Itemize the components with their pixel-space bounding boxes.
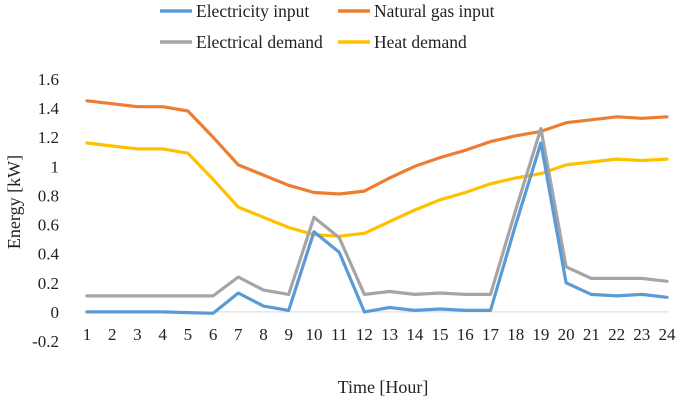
- x-tick-label: 19: [532, 325, 549, 344]
- legend-label: Heat demand: [374, 32, 467, 52]
- x-tick-label: 5: [184, 325, 193, 344]
- x-tick-label: 11: [331, 325, 347, 344]
- x-tick-label: 12: [356, 325, 373, 344]
- series-line-heat-demand: [85, 141, 669, 238]
- x-tick-label: 16: [457, 325, 474, 344]
- y-tick-label: 0.6: [38, 216, 59, 235]
- x-tick-label: 1: [83, 325, 92, 344]
- y-tick-label: 1.6: [38, 70, 59, 89]
- x-tick-label: 9: [284, 325, 293, 344]
- x-tick-label: 15: [432, 325, 449, 344]
- y-tick-label: 0: [51, 303, 60, 322]
- x-tick-label: 6: [209, 325, 218, 344]
- legend-item: Electrical demand: [160, 32, 323, 52]
- x-axis-tick-labels: 1 2 3 4 5 6 7 8 9 10 11 12 13 14 15 16 17 18 19 20 21 22 23 24: [83, 325, 676, 344]
- series-line-electrical-demand: [85, 126, 669, 298]
- series-line-natural-gas-input: [85, 99, 669, 196]
- legend-label: Electricity input: [196, 1, 309, 21]
- legend-label: Electrical demand: [196, 32, 323, 52]
- x-tick-label: 4: [158, 325, 167, 344]
- legend-item: Natural gas input: [338, 1, 495, 21]
- y-tick-label: 1.4: [38, 99, 60, 118]
- x-tick-label: 24: [659, 325, 677, 344]
- y-tick-label: 0.8: [38, 186, 59, 205]
- x-tick-label: 14: [406, 325, 424, 344]
- legend-item: Heat demand: [338, 32, 467, 52]
- y-axis-title: Energy [kW]: [4, 155, 24, 249]
- series-lines: [85, 99, 669, 315]
- x-tick-label: 8: [259, 325, 268, 344]
- y-tick-label: 0.4: [38, 245, 60, 264]
- chart-legend: Electricity input Natural gas input Electr…: [160, 1, 495, 52]
- x-tick-label: 21: [583, 325, 600, 344]
- legend-label: Natural gas input: [374, 1, 495, 21]
- y-axis-tick-labels: -0.2 0 0.2 0.4 0.6 0.8 1 1.2 1.4 1.6: [32, 70, 59, 351]
- x-tick-label: 10: [305, 325, 322, 344]
- x-tick-label: 22: [608, 325, 625, 344]
- x-tick-label: 20: [558, 325, 575, 344]
- legend-item: Electricity input: [160, 1, 309, 21]
- y-tick-label: 1: [51, 157, 60, 176]
- x-tick-label: 2: [108, 325, 117, 344]
- x-tick-label: 18: [507, 325, 524, 344]
- x-axis-title: Time [Hour]: [338, 377, 429, 397]
- x-tick-label: 17: [482, 325, 500, 344]
- x-tick-label: 23: [633, 325, 650, 344]
- series-line-electricity-input: [85, 141, 669, 315]
- y-tick-label: -0.2: [32, 332, 59, 351]
- x-tick-label: 7: [234, 325, 243, 344]
- x-tick-label: 13: [381, 325, 398, 344]
- y-tick-label: 0.2: [38, 274, 59, 293]
- y-tick-label: 1.2: [38, 128, 59, 147]
- x-tick-label: 3: [133, 325, 142, 344]
